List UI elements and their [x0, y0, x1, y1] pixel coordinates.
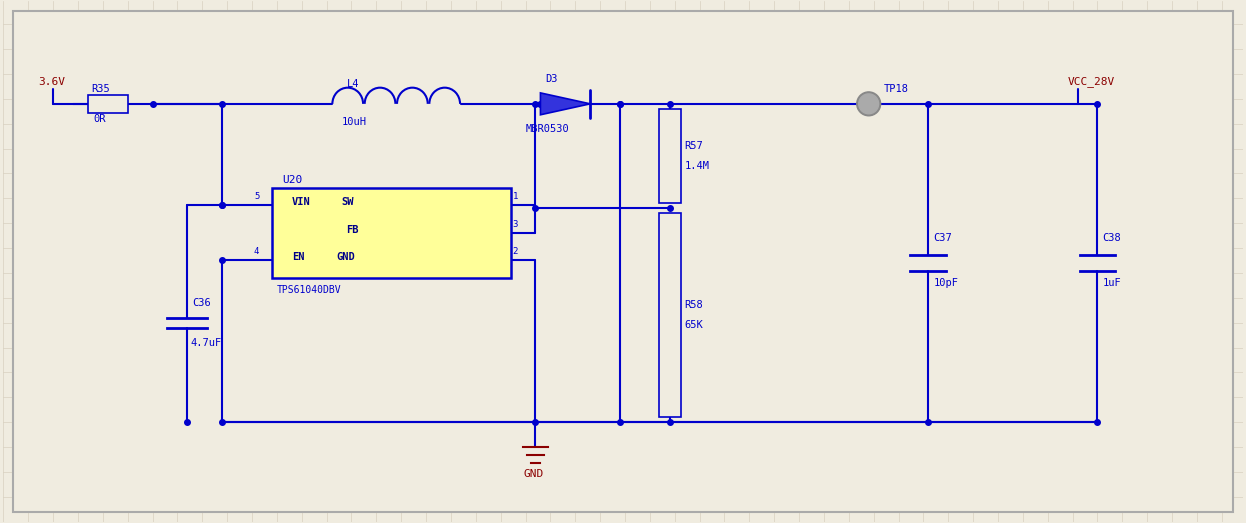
- Text: FB: FB: [346, 225, 359, 235]
- Circle shape: [857, 92, 881, 116]
- Text: U20: U20: [282, 175, 302, 186]
- Text: VCC_28V: VCC_28V: [1068, 76, 1115, 87]
- Text: 3.6V: 3.6V: [39, 77, 65, 87]
- Text: D3: D3: [546, 74, 558, 84]
- Text: TPS61040DBV: TPS61040DBV: [277, 285, 341, 295]
- FancyBboxPatch shape: [14, 12, 1232, 511]
- Text: GND: GND: [336, 252, 355, 262]
- FancyBboxPatch shape: [659, 213, 680, 417]
- Text: EN: EN: [292, 252, 304, 262]
- Text: 1: 1: [512, 191, 518, 200]
- Text: SW: SW: [341, 197, 354, 207]
- Text: 10pF: 10pF: [933, 278, 958, 288]
- Text: 65K: 65K: [684, 320, 704, 330]
- Text: L4: L4: [346, 79, 359, 89]
- Text: C38: C38: [1103, 233, 1121, 243]
- FancyBboxPatch shape: [659, 109, 680, 203]
- Text: 10uH: 10uH: [341, 117, 366, 127]
- Text: GND: GND: [523, 469, 543, 479]
- Text: 4.7uF: 4.7uF: [191, 337, 222, 348]
- Text: 1uF: 1uF: [1103, 278, 1121, 288]
- Text: R58: R58: [684, 300, 704, 310]
- Text: 1.4M: 1.4M: [684, 161, 710, 171]
- Text: 2: 2: [512, 247, 518, 256]
- FancyBboxPatch shape: [88, 95, 127, 113]
- Text: MBR0530: MBR0530: [526, 124, 569, 134]
- Text: 3: 3: [512, 220, 518, 229]
- Text: 0R: 0R: [93, 114, 106, 124]
- FancyBboxPatch shape: [272, 188, 511, 278]
- Text: R35: R35: [91, 84, 110, 94]
- Text: C37: C37: [933, 233, 952, 243]
- Text: R57: R57: [684, 141, 704, 151]
- Text: TP18: TP18: [883, 84, 908, 94]
- Text: 5: 5: [254, 191, 259, 200]
- Text: VIN: VIN: [292, 197, 310, 207]
- Polygon shape: [541, 93, 591, 115]
- Text: 4: 4: [254, 247, 259, 256]
- Circle shape: [858, 94, 878, 114]
- Text: C36: C36: [192, 298, 211, 308]
